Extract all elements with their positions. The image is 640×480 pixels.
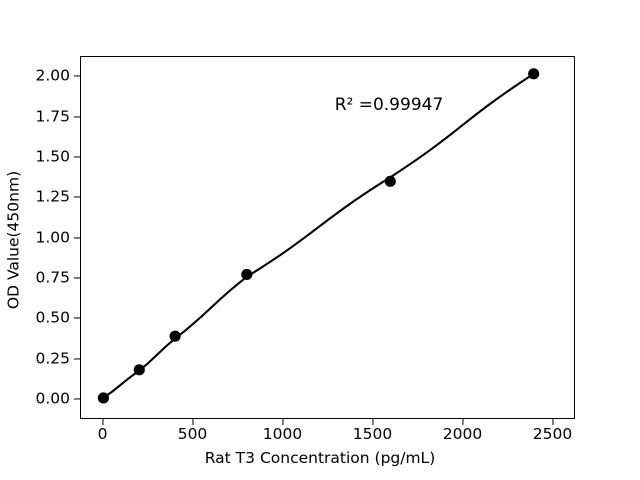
x-tick-label: 2500 [532,425,573,443]
y-tick-label: 1.50 [35,147,70,166]
data-point [241,268,253,280]
y-tick-label: 0.25 [35,348,70,367]
x-tick-label: 1500 [352,425,393,443]
y-tick-label: 1.25 [35,187,70,206]
y-tick-mark [74,317,80,319]
y-tick-mark [74,75,80,77]
y-tick-mark [74,277,80,279]
y-tick-mark [74,115,80,118]
y-tick-mark [74,236,80,239]
y-tick-mark [74,196,80,198]
y-tick-label: 0.75 [35,268,70,287]
data-point [384,175,396,187]
x-tick-label: 500 [177,425,208,443]
data-layer [97,68,540,404]
plot-area [80,56,575,419]
x-tick-mark [191,419,194,425]
data-point [97,392,109,404]
x-tick-mark [371,419,374,425]
y-tick-label: 1.75 [35,106,70,125]
x-axis-title: Rat T3 Concentration (pg/mL) [204,449,436,467]
y-tick-label: 0.00 [35,389,70,408]
y-tick-label: 1.00 [35,227,70,246]
x-axis-tick-labels: 0 500 1000 1500 2000 2500 [0,425,640,449]
data-point [169,330,181,342]
x-tick-label: 1000 [262,425,303,443]
r-squared-annotation: R² =0.99947 [334,95,444,116]
fit-line [102,72,535,399]
data-point [133,364,145,376]
y-tick-mark [74,398,80,400]
y-tick-label: 2.00 [35,66,70,85]
y-axis-tick-labels: 0.00 0.25 0.50 0.75 1.00 1.25 1.50 1.75 2.00 [0,0,70,480]
x-tick-mark [101,419,104,425]
x-tick-label: 2000 [442,425,483,443]
y-tick-label: 0.50 [35,308,70,327]
x-tick-mark [551,419,554,425]
x-tick-label: 0 [97,425,108,443]
y-tick-mark [74,156,80,158]
y-tick-mark [74,357,80,360]
scatter-points [97,68,540,404]
x-tick-mark [461,419,464,425]
x-tick-mark [281,419,284,425]
data-point [528,68,540,80]
